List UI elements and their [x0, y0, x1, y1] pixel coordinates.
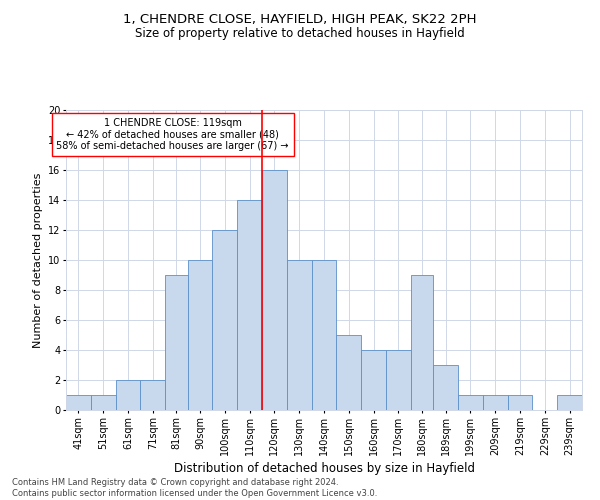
Bar — [411, 275, 433, 410]
Bar — [262, 170, 287, 410]
Bar — [140, 380, 165, 410]
Bar — [116, 380, 140, 410]
Bar — [287, 260, 311, 410]
Text: Size of property relative to detached houses in Hayfield: Size of property relative to detached ho… — [135, 28, 465, 40]
Bar — [212, 230, 237, 410]
Bar — [386, 350, 411, 410]
Bar — [557, 395, 582, 410]
Text: Contains HM Land Registry data © Crown copyright and database right 2024.
Contai: Contains HM Land Registry data © Crown c… — [12, 478, 377, 498]
Bar — [91, 395, 116, 410]
Bar — [188, 260, 212, 410]
Bar — [508, 395, 532, 410]
Bar — [433, 365, 458, 410]
Bar — [483, 395, 508, 410]
Bar — [337, 335, 361, 410]
Text: 1 CHENDRE CLOSE: 119sqm
← 42% of detached houses are smaller (48)
58% of semi-de: 1 CHENDRE CLOSE: 119sqm ← 42% of detache… — [56, 118, 289, 150]
Bar — [66, 395, 91, 410]
Bar — [311, 260, 337, 410]
Text: 1, CHENDRE CLOSE, HAYFIELD, HIGH PEAK, SK22 2PH: 1, CHENDRE CLOSE, HAYFIELD, HIGH PEAK, S… — [123, 12, 477, 26]
Y-axis label: Number of detached properties: Number of detached properties — [32, 172, 43, 348]
Bar — [165, 275, 188, 410]
Bar — [361, 350, 386, 410]
Bar — [458, 395, 483, 410]
Bar — [237, 200, 262, 410]
X-axis label: Distribution of detached houses by size in Hayfield: Distribution of detached houses by size … — [173, 462, 475, 475]
